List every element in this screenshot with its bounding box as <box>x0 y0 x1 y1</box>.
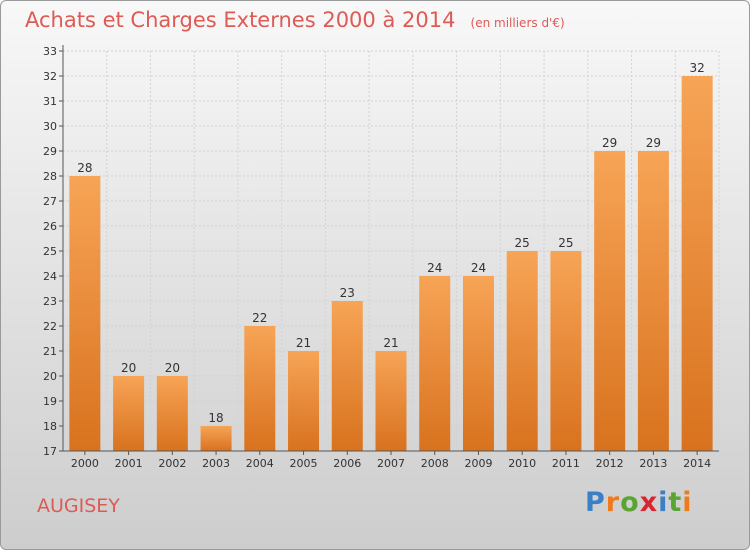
x-tick-label: 2014 <box>683 457 711 470</box>
bar <box>681 76 713 451</box>
chart-subtitle: (en milliers d'€) <box>470 16 565 30</box>
bar <box>462 276 494 451</box>
x-tick-label: 2002 <box>158 457 186 470</box>
y-tick-label: 17 <box>43 445 57 458</box>
y-tick-label: 22 <box>43 320 57 333</box>
data-label: 24 <box>427 261 442 275</box>
y-tick-label: 20 <box>43 370 57 383</box>
city-name: AUGISEY <box>37 495 120 517</box>
data-label: 20 <box>121 361 136 375</box>
y-tick-label: 30 <box>43 120 57 133</box>
logo-letter: x <box>639 487 659 518</box>
data-label: 29 <box>602 136 617 150</box>
x-tick-label: 2005 <box>290 457 318 470</box>
bar <box>506 251 538 451</box>
y-tick-label: 19 <box>43 395 57 408</box>
bar <box>594 151 626 451</box>
bar <box>331 301 363 451</box>
x-tick-label: 2011 <box>552 457 580 470</box>
data-label: 20 <box>165 361 180 375</box>
x-tick-label: 2003 <box>202 457 230 470</box>
bar <box>156 376 188 451</box>
data-label: 28 <box>77 161 92 175</box>
logo-letter: P <box>585 487 606 518</box>
x-tick-label: 2010 <box>508 457 536 470</box>
y-tick-label: 18 <box>43 420 57 433</box>
x-tick-label: 2012 <box>596 457 624 470</box>
data-label: 24 <box>471 261 486 275</box>
data-label: 22 <box>252 311 267 325</box>
x-tick-label: 2013 <box>639 457 667 470</box>
y-tick-label: 21 <box>43 345 57 358</box>
bar <box>113 376 145 451</box>
bar <box>200 426 232 451</box>
proxiti-logo: Proxiti <box>585 487 693 518</box>
y-tick-label: 25 <box>43 245 57 258</box>
y-tick-label: 28 <box>43 170 57 183</box>
y-tick-label: 32 <box>43 70 57 83</box>
y-tick-label: 31 <box>43 95 57 108</box>
x-tick-label: 2004 <box>246 457 274 470</box>
y-tick-label: 29 <box>43 145 57 158</box>
bar <box>375 351 407 451</box>
data-label: 21 <box>383 336 398 350</box>
data-label: 25 <box>515 236 530 250</box>
data-label: 32 <box>689 61 704 75</box>
y-tick-label: 27 <box>43 195 57 208</box>
bar <box>637 151 669 451</box>
bar <box>244 326 276 451</box>
bar <box>419 276 451 451</box>
x-tick-label: 2001 <box>115 457 143 470</box>
logo-letter: i <box>682 487 693 518</box>
title-row: Achats et Charges Externes 2000 à 2014 (… <box>25 8 565 32</box>
x-tick-label: 2008 <box>421 457 449 470</box>
chart-title: Achats et Charges Externes 2000 à 2014 <box>25 8 456 32</box>
bar <box>550 251 582 451</box>
y-tick-label: 24 <box>43 270 57 283</box>
data-label: 25 <box>558 236 573 250</box>
data-label: 29 <box>646 136 661 150</box>
x-tick-label: 2000 <box>71 457 99 470</box>
data-label: 21 <box>296 336 311 350</box>
x-tick-label: 2007 <box>377 457 405 470</box>
logo-letter: r <box>605 487 621 518</box>
data-label: 18 <box>208 411 223 425</box>
bar <box>288 351 320 451</box>
data-label: 23 <box>340 286 355 300</box>
x-tick-label: 2009 <box>464 457 492 470</box>
y-tick-label: 26 <box>43 220 57 233</box>
x-tick-label: 2006 <box>333 457 361 470</box>
y-tick-label: 23 <box>43 295 57 308</box>
logo-letter: t <box>668 487 683 518</box>
logo-letter: i <box>658 487 669 518</box>
y-tick-label: 33 <box>43 45 57 58</box>
bar <box>69 176 101 451</box>
logo-letter: o <box>620 487 640 518</box>
